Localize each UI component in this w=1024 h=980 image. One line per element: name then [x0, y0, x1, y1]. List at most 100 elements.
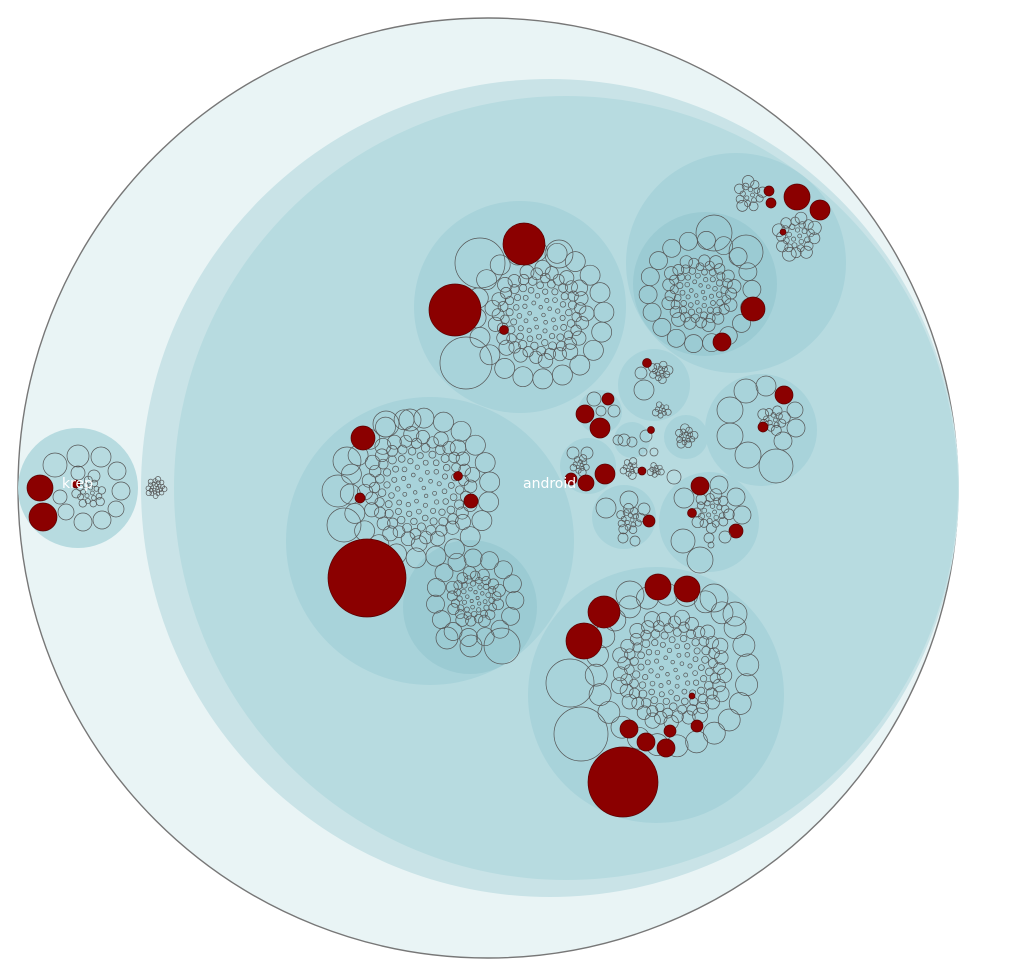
leaf-node — [152, 493, 159, 499]
leaf-node — [712, 685, 730, 703]
leaf-node — [450, 598, 460, 608]
leaf-node — [709, 293, 714, 299]
leaf-node — [553, 706, 609, 762]
leaf-node — [673, 294, 682, 302]
leaf-node — [640, 267, 660, 287]
leaf-node — [724, 298, 738, 312]
leaf-node — [552, 273, 565, 286]
leaf-node — [676, 273, 685, 282]
leaf-node — [676, 282, 684, 290]
leaf-node — [70, 465, 86, 481]
leaf-node — [712, 509, 717, 515]
leaf-node — [681, 439, 688, 446]
leaf-node — [516, 313, 523, 319]
leaf-node — [158, 479, 165, 486]
leaf-node — [569, 354, 591, 376]
leaf-node — [617, 519, 626, 528]
leaf-node — [692, 279, 698, 285]
leaf-node — [673, 695, 680, 702]
leaf-circles — [26, 175, 831, 818]
leaf-node — [468, 586, 473, 592]
leaf-node — [438, 516, 448, 527]
leaf-node — [692, 656, 699, 663]
leaf-node — [670, 299, 681, 310]
leaf-node — [534, 324, 539, 330]
leaf-node — [626, 436, 638, 448]
leaf-node — [665, 672, 670, 677]
leaf-node — [549, 333, 556, 340]
leaf-node — [689, 430, 699, 440]
leaf-node — [655, 673, 661, 679]
leaf-node — [671, 312, 686, 327]
leaf-node — [387, 455, 397, 465]
leaf-node — [654, 649, 661, 656]
leaf-node — [575, 316, 590, 330]
leaf-node — [695, 272, 701, 279]
leaf-node — [566, 319, 576, 328]
leaf-node — [666, 647, 673, 653]
leaf-node — [804, 236, 811, 244]
leaf-node — [701, 318, 716, 332]
highlighted-node — [354, 492, 366, 504]
leaf-node — [526, 335, 534, 343]
leaf-node — [618, 524, 629, 535]
leaf-node — [484, 299, 502, 317]
leaf-node — [421, 485, 426, 491]
leaf-node — [564, 251, 586, 272]
leaf-node — [574, 302, 587, 315]
leaf-node — [675, 429, 684, 437]
leaf-node — [387, 434, 402, 450]
leaf-node — [565, 308, 573, 317]
leaf-node — [808, 232, 821, 245]
leaf-node — [369, 464, 382, 478]
leaf-node — [712, 306, 722, 316]
leaf-node — [688, 257, 700, 269]
leaf-node — [97, 486, 106, 495]
leaf-node — [681, 697, 689, 706]
leaf-node — [66, 444, 90, 468]
leaf-node — [107, 500, 125, 518]
leaf-node — [709, 255, 723, 269]
leaf-node — [564, 337, 577, 350]
leaf-node — [630, 469, 635, 474]
leaf-node — [642, 674, 649, 681]
group-circle-mid-top — [618, 349, 690, 421]
leaf-node — [443, 622, 463, 641]
leaf-node — [748, 201, 759, 212]
leaf-node — [708, 647, 720, 659]
leaf-node — [736, 200, 749, 212]
leaf-node — [645, 649, 653, 656]
leaf-node — [418, 477, 423, 482]
leaf-node — [654, 658, 660, 664]
leaf-node — [422, 502, 428, 508]
leaf-node — [478, 614, 491, 628]
leaf-node — [736, 653, 760, 677]
leaf-node — [505, 296, 515, 306]
leaf-node — [480, 551, 499, 571]
leaf-node — [786, 231, 792, 238]
leaf-node — [492, 598, 504, 611]
leaf-node — [684, 334, 703, 353]
leaf-node — [442, 441, 456, 455]
leaf-node — [615, 580, 645, 610]
leaf-node — [464, 466, 481, 483]
leaf-node — [712, 678, 726, 693]
leaf-node — [664, 408, 672, 416]
leaf-node — [673, 667, 678, 673]
leaf-node — [674, 683, 680, 689]
highlighted-node — [656, 738, 676, 758]
leaf-node — [147, 478, 154, 485]
leaf-node — [797, 233, 803, 239]
leaf-node — [149, 491, 155, 497]
leaf-node — [638, 689, 648, 699]
leaf-node — [686, 438, 691, 443]
leaf-node — [407, 447, 417, 456]
leaf-node — [455, 613, 469, 627]
container-circles — [17, 17, 959, 959]
leaf-node — [416, 522, 426, 532]
leaf-node — [442, 473, 448, 480]
leaf-node — [666, 469, 682, 485]
leaf-node — [684, 652, 690, 658]
leaf-node — [530, 267, 544, 281]
leaf-node — [455, 451, 471, 466]
